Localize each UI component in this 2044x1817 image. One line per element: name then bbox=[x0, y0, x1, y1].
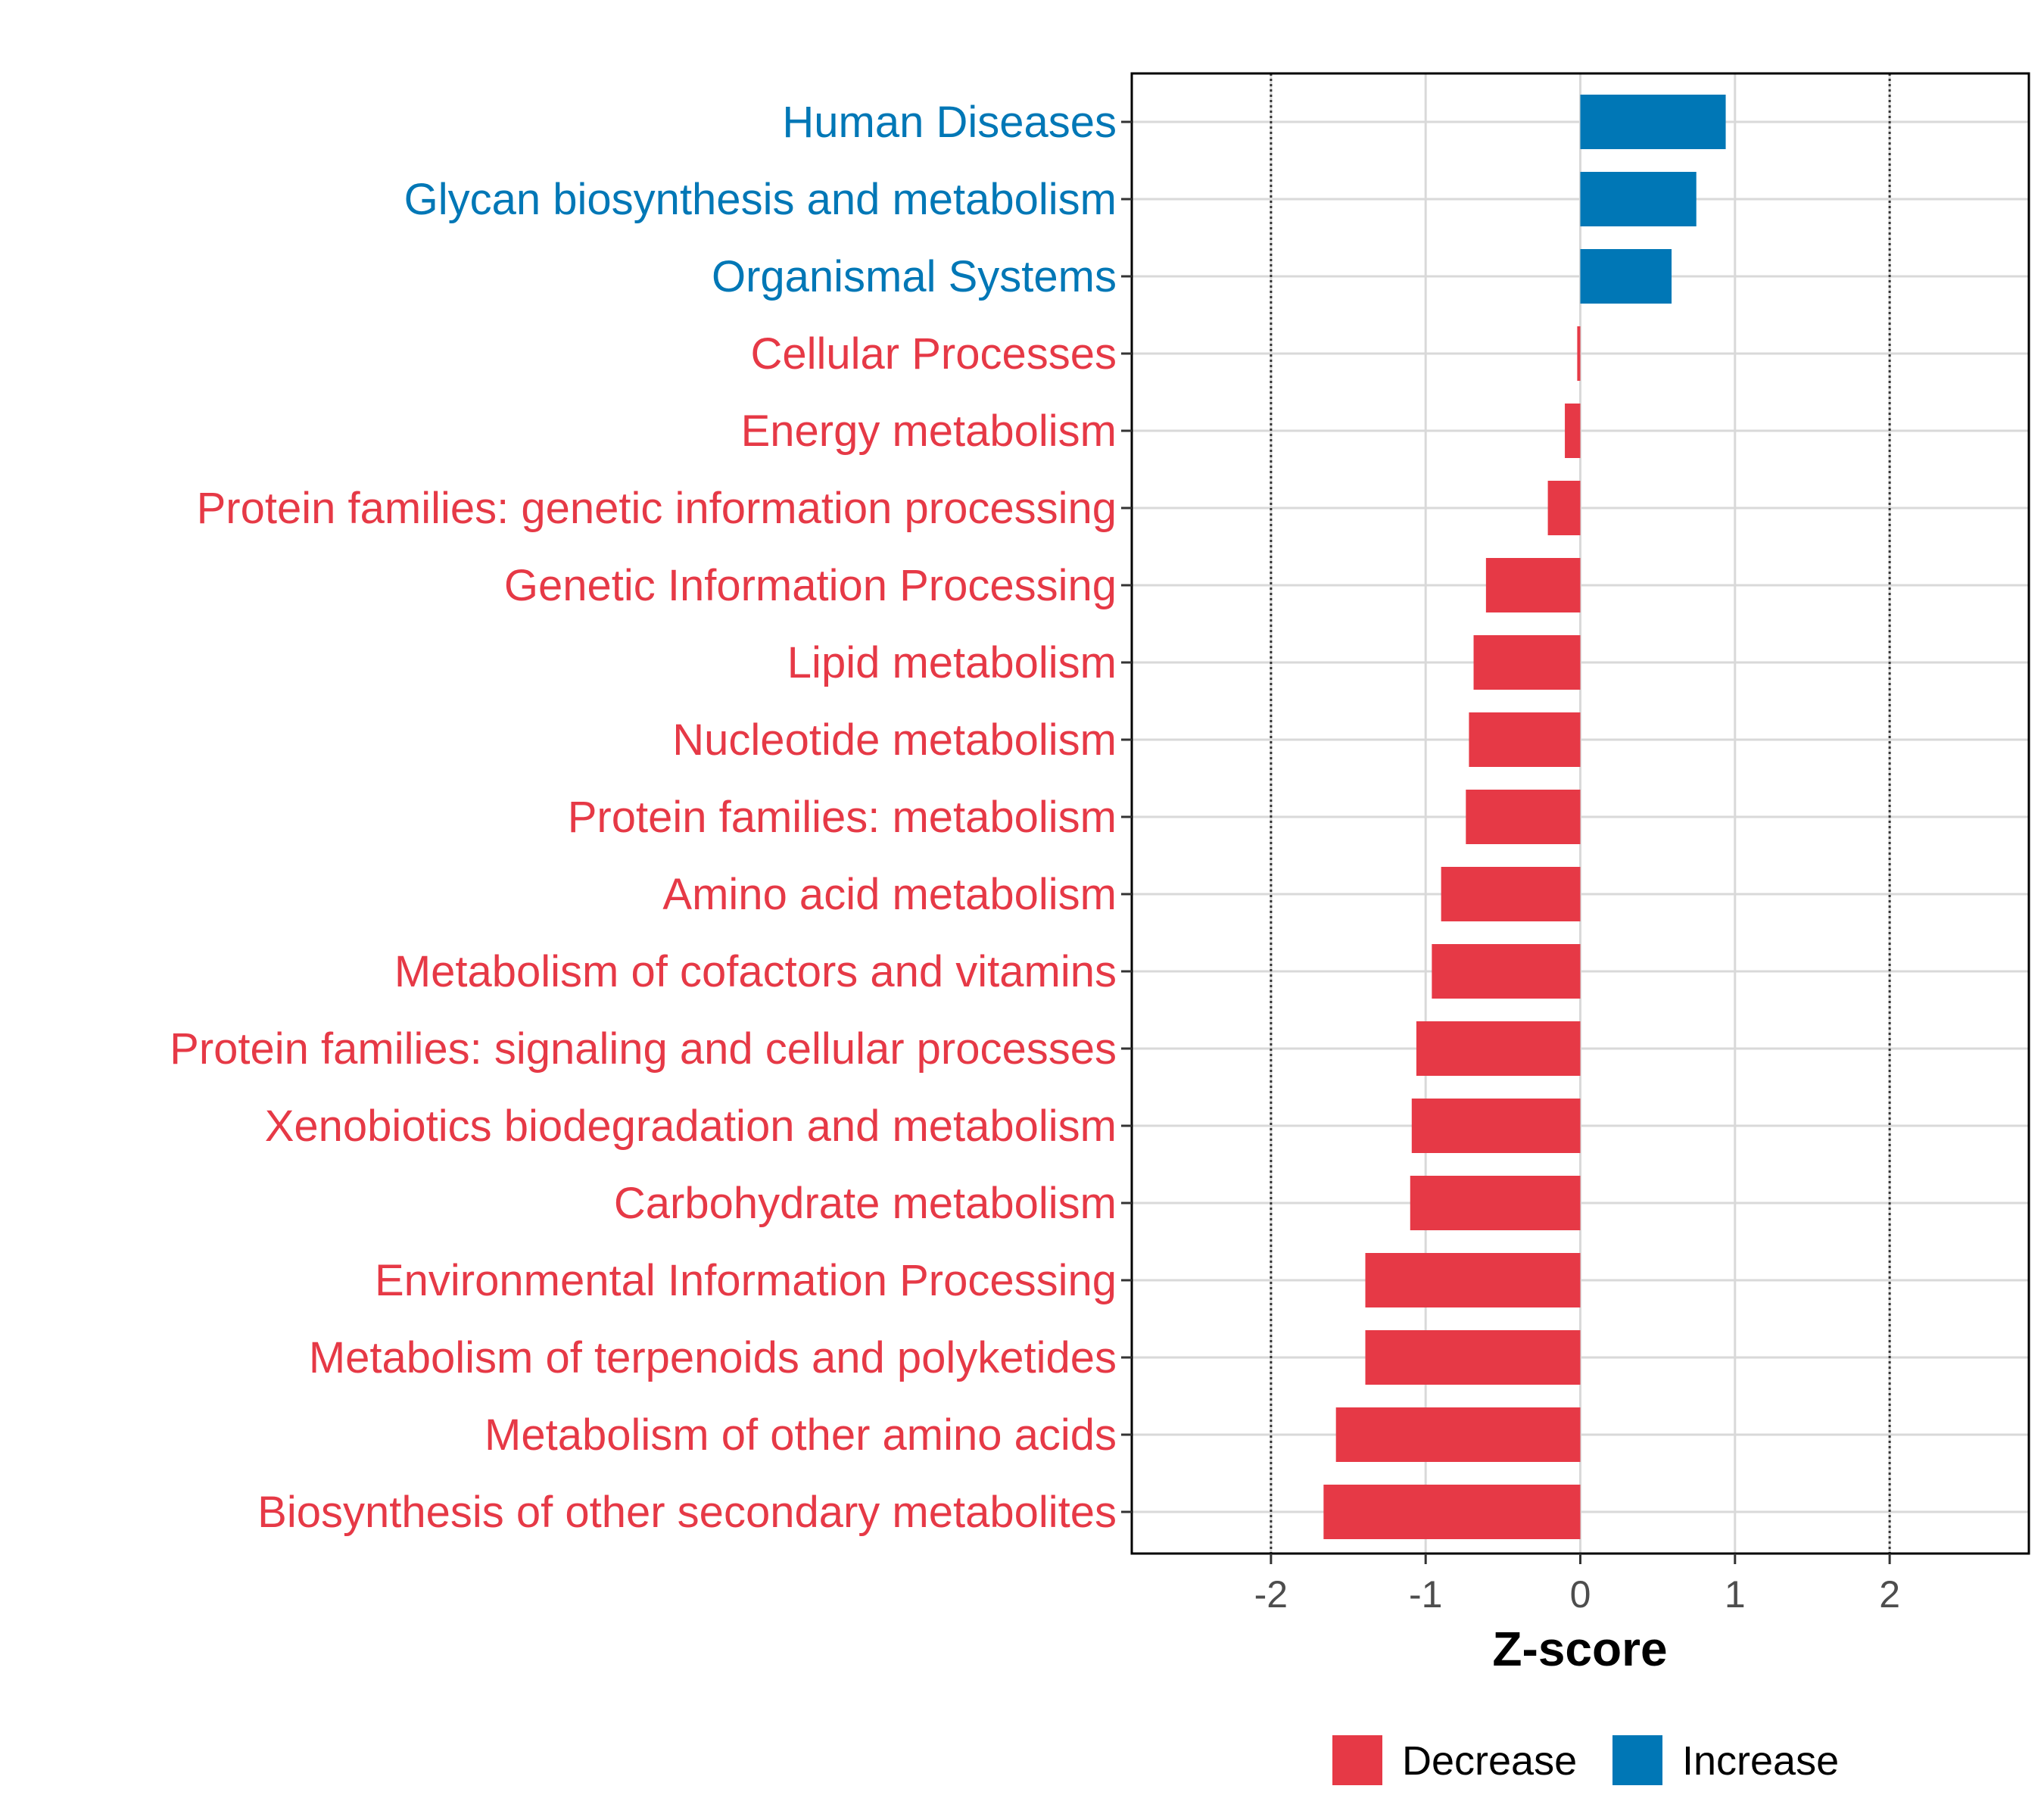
category-label: Protein families: metabolism bbox=[568, 793, 1117, 842]
legend-label: Decrease bbox=[1402, 1738, 1577, 1784]
legend-label: Increase bbox=[1682, 1738, 1839, 1784]
x-axis-title: Z-score bbox=[1492, 1622, 1667, 1676]
bars bbox=[1323, 95, 1726, 1539]
x-tick-label: 1 bbox=[1725, 1573, 1746, 1616]
category-label: Energy metabolism bbox=[741, 407, 1117, 456]
bar bbox=[1466, 790, 1581, 844]
bar bbox=[1485, 558, 1581, 612]
bar bbox=[1577, 326, 1581, 381]
category-label: Protein families: genetic information pr… bbox=[197, 484, 1117, 533]
bar bbox=[1365, 1330, 1581, 1385]
x-tick-label: 2 bbox=[1879, 1573, 1900, 1616]
bar bbox=[1547, 481, 1581, 535]
category-label: Environmental Information Processing bbox=[375, 1256, 1117, 1305]
bar bbox=[1580, 249, 1672, 304]
category-label: Human Diseases bbox=[782, 98, 1117, 147]
x-tick-label: -1 bbox=[1409, 1573, 1442, 1616]
bar bbox=[1365, 1253, 1581, 1307]
bar bbox=[1580, 172, 1697, 226]
x-tick-label: 0 bbox=[1570, 1573, 1591, 1616]
category-label: Organismal Systems bbox=[712, 252, 1117, 301]
category-label: Genetic Information Processing bbox=[504, 561, 1117, 610]
bar bbox=[1441, 867, 1581, 921]
legend-swatch bbox=[1612, 1735, 1662, 1785]
category-label: Amino acid metabolism bbox=[662, 870, 1117, 919]
category-label: Carbohydrate metabolism bbox=[614, 1179, 1117, 1228]
bar bbox=[1469, 712, 1581, 767]
bar bbox=[1323, 1485, 1581, 1539]
category-label: Nucleotide metabolism bbox=[672, 715, 1117, 765]
bar bbox=[1432, 944, 1581, 999]
category-label: Lipid metabolism bbox=[787, 638, 1117, 687]
category-labels: Human Diseases Glycan biosynthesis and me… bbox=[170, 98, 1117, 1537]
category-label: Glycan biosynthesis and metabolism bbox=[404, 175, 1117, 224]
category-label: Metabolism of other amino acids bbox=[485, 1410, 1117, 1460]
category-label: Metabolism of terpenoids and polyketides bbox=[309, 1333, 1117, 1382]
category-label: Protein families: signaling and cellular… bbox=[170, 1024, 1117, 1074]
legend: Decrease Increase bbox=[1332, 1735, 1839, 1785]
bar bbox=[1473, 635, 1581, 690]
legend-swatch bbox=[1332, 1735, 1382, 1785]
category-label: Xenobiotics biodegradation and metabolis… bbox=[265, 1102, 1117, 1151]
category-label: Metabolism of cofactors and vitamins bbox=[394, 947, 1117, 996]
category-label: Biosynthesis of other secondary metaboli… bbox=[257, 1488, 1117, 1537]
category-ticks bbox=[1121, 120, 1132, 1513]
bar bbox=[1580, 95, 1726, 149]
category-label: Cellular Processes bbox=[750, 329, 1117, 379]
bar bbox=[1410, 1176, 1581, 1230]
bar bbox=[1565, 404, 1581, 458]
bar bbox=[1335, 1407, 1581, 1462]
x-axis-ticks bbox=[1270, 1554, 1891, 1564]
bar bbox=[1411, 1099, 1581, 1153]
x-axis-tick-labels: -2 -1 0 1 2 bbox=[1254, 1573, 1900, 1616]
x-tick-label: -2 bbox=[1254, 1573, 1288, 1616]
bar bbox=[1416, 1021, 1581, 1076]
